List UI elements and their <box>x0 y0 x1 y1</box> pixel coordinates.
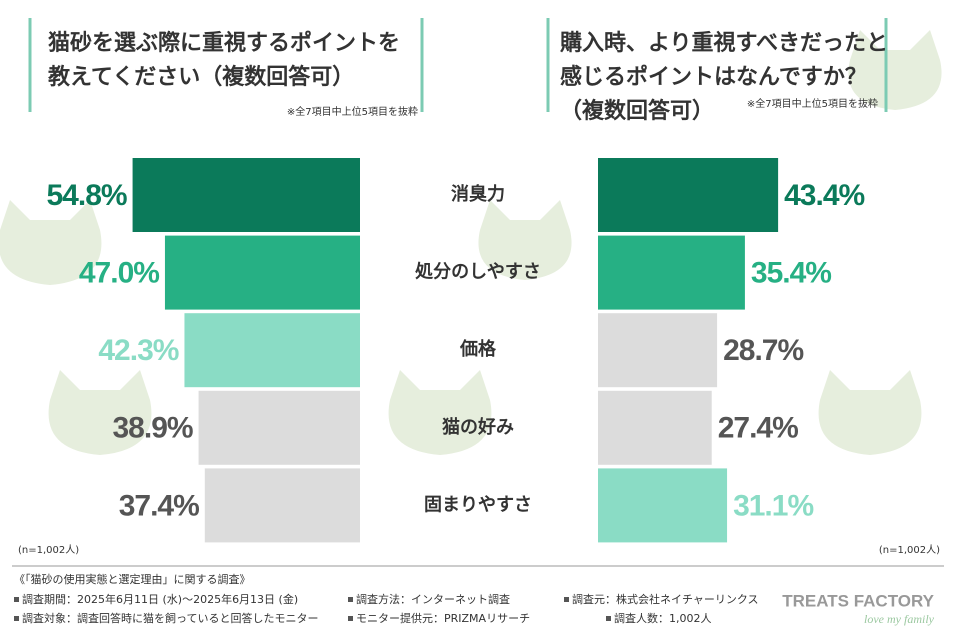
chart-title: 猫砂を選ぶ際に重視するポイントを <box>48 30 400 56</box>
footer-item: 調査対象：調査回答時に猫を飼っていると回答したモニター <box>22 611 318 625</box>
footer-item: 調査方法：インターネット調査 <box>356 592 510 606</box>
bar <box>204 468 360 543</box>
chart-title: 教えてください（複数回答可） <box>48 64 354 90</box>
footer-item: 調査期間：2025年6月11日 (水)〜2025年6月13日 (金) <box>22 592 298 606</box>
chart-title: 感じるポイントはなんですか？ <box>560 64 867 90</box>
tagline: love my family <box>864 612 935 626</box>
category-label: 価格 <box>459 338 497 360</box>
bar <box>598 235 745 310</box>
cat-decor <box>848 30 942 110</box>
value-label: 28.7% <box>723 334 803 367</box>
footer-item: モニター提供元：PRIZMAリサーチ <box>356 611 530 625</box>
bullet <box>606 616 611 621</box>
bullet <box>14 616 19 621</box>
cat-decor <box>48 370 152 455</box>
value-label: 37.4% <box>119 489 199 522</box>
cat-decor <box>818 370 922 455</box>
bar <box>598 468 728 543</box>
value-label: 35.4% <box>751 257 831 290</box>
note: ※全7項目中上位5項目を抜粋 <box>287 105 418 118</box>
footer-item: 調査人数：1,002人 <box>614 611 712 625</box>
value-label: 47.0% <box>79 257 159 290</box>
logo: TREATS FACTORY <box>782 591 934 610</box>
n-label: (n=1,002人) <box>879 544 940 556</box>
bullet <box>564 597 569 602</box>
bar <box>132 158 360 232</box>
bar <box>598 390 712 465</box>
footer-heading: 《「猫砂の使用実態と選定理由」に関する調査》 <box>14 572 251 586</box>
footer-item: 調査元：株式会社ネイチャーリンクス <box>572 592 759 606</box>
chart-title: （複数回答可） <box>560 98 714 124</box>
bar <box>184 313 360 388</box>
bullet <box>14 597 19 602</box>
bar <box>598 158 779 232</box>
chart-title: 購入時、より重視すべきだったと <box>560 31 888 56</box>
category-label: 猫の好み <box>442 416 514 438</box>
bar <box>598 313 718 388</box>
bullet <box>348 597 353 602</box>
category-label: 処分のしやすさ <box>415 261 541 283</box>
category-label: 消臭力 <box>451 183 505 205</box>
bar <box>164 235 360 310</box>
value-label: 54.8% <box>47 179 127 212</box>
cat-decor <box>478 200 572 280</box>
category-label: 固まりやすさ <box>424 494 532 515</box>
value-label: 43.4% <box>784 179 864 212</box>
bullet <box>348 616 353 621</box>
value-label: 31.1% <box>733 489 813 522</box>
note: ※全7項目中上位5項目を抜粋 <box>747 97 878 110</box>
background-cats <box>0 30 942 455</box>
value-label: 27.4% <box>718 412 798 445</box>
cat-decor <box>388 370 492 455</box>
value-label: 42.3% <box>98 334 178 367</box>
cat-decor <box>0 200 102 285</box>
n-label: (n=1,002人) <box>18 544 79 556</box>
value-label: 38.9% <box>112 412 192 445</box>
bar <box>198 390 360 465</box>
